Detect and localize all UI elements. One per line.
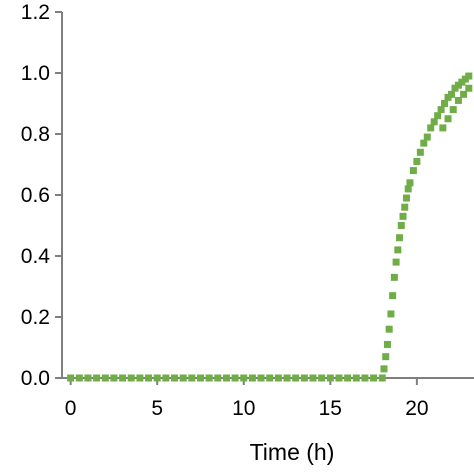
data-point — [75, 374, 83, 382]
data-point — [283, 374, 291, 382]
data-point — [389, 292, 397, 300]
data-point — [416, 148, 424, 156]
data-point — [171, 374, 179, 382]
data-point — [378, 374, 386, 382]
axes — [61, 12, 474, 379]
data-point — [397, 222, 405, 229]
data-point — [326, 374, 334, 382]
data-point — [402, 194, 410, 202]
data-point — [231, 374, 239, 382]
data-point — [441, 100, 449, 107]
data-point — [196, 374, 204, 382]
data-point — [449, 106, 457, 114]
data-point — [444, 115, 452, 123]
data-point — [454, 96, 462, 104]
data-point — [318, 374, 326, 382]
data-point — [434, 112, 442, 120]
data-point — [420, 139, 428, 147]
y-tick-label: 0.0 — [21, 367, 50, 390]
data-point — [110, 374, 118, 382]
data-point — [222, 374, 230, 382]
data-point — [153, 374, 161, 382]
y-tick-label: 0.4 — [21, 245, 51, 268]
data-point — [465, 84, 473, 92]
data-points — [67, 72, 473, 382]
data-point — [404, 185, 412, 193]
data-point — [409, 167, 417, 175]
data-point — [145, 374, 153, 382]
data-point — [101, 374, 109, 382]
data-point — [274, 374, 282, 382]
data-point — [406, 179, 414, 187]
data-point — [385, 325, 393, 333]
data-point — [300, 374, 308, 382]
data-point — [188, 374, 196, 382]
x-tick-label: 0 — [65, 397, 77, 420]
data-point — [67, 374, 75, 382]
data-point — [437, 106, 445, 114]
data-point — [383, 340, 391, 348]
data-point — [423, 133, 431, 141]
y-tick-label: 0.8 — [21, 123, 50, 146]
data-point — [427, 124, 435, 132]
data-point — [214, 374, 222, 382]
data-point — [344, 374, 352, 382]
data-point — [401, 203, 409, 211]
data-point — [394, 246, 402, 254]
x-tick-label: 20 — [405, 397, 428, 420]
data-point — [447, 90, 455, 98]
data-point — [439, 124, 447, 132]
data-point — [430, 118, 438, 126]
data-point — [352, 374, 360, 382]
data-point — [390, 273, 398, 281]
data-point — [370, 374, 378, 382]
y-tick-label: 0.6 — [21, 184, 50, 207]
data-point — [205, 374, 213, 382]
data-point — [361, 374, 369, 382]
y-tick-label: 1.0 — [21, 62, 50, 85]
data-point — [136, 374, 144, 382]
data-point — [257, 374, 265, 382]
data-point — [382, 353, 390, 361]
data-point — [392, 258, 400, 266]
data-point — [465, 72, 473, 80]
data-point — [84, 374, 92, 382]
data-point — [380, 365, 388, 373]
data-point — [399, 212, 407, 220]
y-tick-label: 0.2 — [21, 306, 50, 329]
data-point — [119, 374, 127, 382]
data-point — [240, 374, 248, 382]
x-ticks: 0 5 10 15 20 — [65, 378, 429, 420]
x-tick-label: 5 — [151, 397, 163, 420]
data-point — [93, 374, 101, 382]
y-tick-label: 1.2 — [21, 1, 50, 24]
data-point — [396, 234, 404, 242]
data-point — [292, 374, 300, 382]
data-point — [162, 374, 170, 382]
x-tick-label: 10 — [232, 397, 255, 420]
data-point — [127, 374, 135, 382]
data-point — [179, 374, 187, 382]
x-axis-title: Time (h) — [250, 439, 335, 465]
data-point — [460, 90, 468, 98]
data-point — [413, 157, 421, 165]
y-ticks: 0.0 0.2 0.4 0.6 0.8 1.0 1.2 — [21, 1, 62, 390]
data-point — [335, 374, 343, 382]
data-point — [309, 374, 317, 382]
data-point — [387, 310, 395, 318]
data-point — [266, 374, 274, 382]
x-tick-label: 15 — [319, 397, 342, 420]
data-point — [248, 374, 256, 382]
